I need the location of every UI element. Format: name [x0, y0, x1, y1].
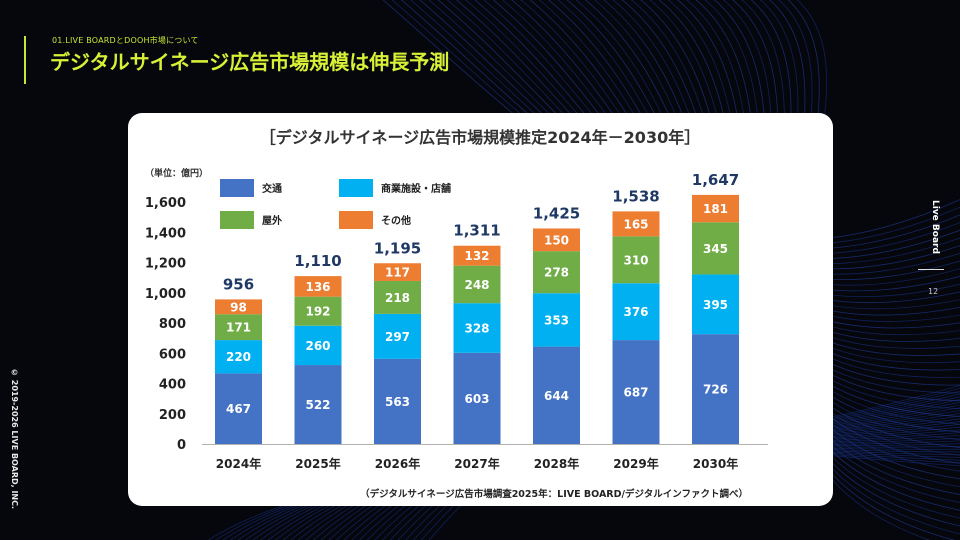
page-number: 12	[928, 287, 939, 296]
title-accent-bar	[24, 36, 26, 84]
bar-segment	[294, 276, 342, 297]
y-tick-label: 1,600	[145, 196, 186, 211]
section-subtitle: 01.LIVE BOARDとDOOH市場について	[52, 36, 199, 45]
y-tick-label: 800	[159, 317, 186, 332]
data-label: 603	[464, 392, 489, 406]
total-label: 1,538	[612, 187, 659, 205]
legend-swatch	[220, 179, 254, 197]
legend-swatch	[220, 211, 254, 229]
bar-segment	[692, 194, 739, 223]
bar-segment	[453, 303, 501, 353]
data-label: 278	[544, 266, 569, 280]
bar-segment	[294, 365, 342, 444]
data-label: 467	[226, 402, 251, 416]
chart-title: ［デジタルサイネージ広告市場規模推定2024年－2030年］	[260, 128, 700, 147]
data-label: 248	[464, 278, 489, 292]
page-title: デジタルサイネージ広告市場規模は伸長予測	[50, 50, 450, 74]
bar-segment	[533, 293, 580, 347]
y-tick-label: 200	[159, 408, 186, 423]
data-label: 150	[544, 233, 569, 247]
y-tick-label: 400	[159, 378, 186, 393]
data-label: 132	[464, 249, 489, 263]
bar-segment	[294, 296, 342, 326]
y-tick-label: 1,000	[145, 287, 186, 302]
data-label: 328	[464, 321, 489, 335]
x-tick-label: 2028年	[534, 456, 579, 471]
bar-segment	[453, 352, 501, 444]
bar-segment	[215, 314, 262, 341]
y-tick-label: 0	[177, 438, 186, 453]
data-label: 181	[703, 202, 728, 216]
x-tick-label: 2024年	[216, 456, 261, 471]
data-label: 297	[385, 330, 410, 344]
data-label: 376	[623, 305, 648, 319]
total-label: 1,425	[533, 204, 580, 222]
legend-label: 交通	[262, 182, 282, 195]
chart-card: ［デジタルサイネージ広告市場規模推定2024年－2030年］ （単位：億円） 0 20…	[128, 113, 833, 506]
legend-label: 屋外	[262, 214, 282, 227]
data-label: 687	[623, 386, 648, 400]
data-label: 310	[623, 253, 648, 267]
bar-segment	[374, 263, 421, 281]
bar-segment	[453, 245, 501, 266]
data-label: 353	[544, 313, 569, 327]
bar-segment	[533, 228, 580, 252]
x-tick-label: 2030年	[693, 456, 738, 471]
legend-label: その他	[381, 214, 411, 227]
bar-segment	[692, 274, 739, 335]
data-label: 192	[305, 305, 330, 319]
data-label: 220	[226, 350, 251, 364]
brand-divider	[918, 269, 944, 270]
total-label: 1,311	[453, 222, 500, 240]
data-label: 98	[230, 300, 247, 314]
legend-label: 商業施設・店舗	[381, 182, 451, 195]
bar-segment	[374, 280, 421, 314]
data-label: 165	[623, 217, 648, 231]
data-label: 218	[385, 291, 410, 305]
bar-segment	[215, 340, 262, 374]
total-label: 1,110	[294, 252, 341, 270]
data-label: 395	[703, 298, 728, 312]
x-tick-label: 2029年	[613, 456, 658, 471]
y-tick-label: 1,200	[145, 257, 186, 272]
legend-swatch	[339, 211, 373, 229]
bar-segment	[294, 325, 342, 366]
bar-segment	[612, 211, 660, 237]
copyright-notice: © 2019-2026 LIVE BOARD, INC.	[10, 368, 19, 510]
bar-segment	[692, 334, 739, 444]
x-tick-label: 2026年	[375, 456, 420, 471]
bar-segment	[215, 299, 262, 315]
data-label: 726	[703, 383, 728, 397]
bar-segment	[374, 313, 421, 359]
bar-segment	[612, 283, 660, 341]
bar-segment	[215, 373, 262, 444]
bar-segment	[374, 358, 421, 444]
bar-segment	[692, 222, 739, 275]
data-label: 117	[385, 266, 410, 280]
bar-segment	[533, 346, 580, 444]
data-label: 345	[703, 242, 728, 256]
data-label: 563	[385, 395, 410, 409]
unit-label: （単位：億円）	[145, 167, 208, 179]
data-label: 136	[305, 280, 330, 294]
total-label: 1,195	[374, 239, 421, 257]
bar-segment	[612, 236, 660, 284]
bar-segment	[612, 340, 660, 444]
data-label: 644	[544, 389, 569, 403]
data-label: 171	[226, 321, 251, 335]
legend-swatch	[339, 179, 373, 197]
y-tick-label: 600	[159, 347, 186, 362]
brand-label: Live Board	[930, 200, 940, 254]
total-label: 1,647	[692, 171, 739, 189]
y-tick-label: 1,400	[145, 226, 186, 241]
total-label: 956	[223, 275, 254, 293]
data-label: 260	[305, 339, 330, 353]
stacked-bar-chart: ［デジタルサイネージ広告市場規模推定2024年－2030年］ （単位：億円） 0 20…	[145, 128, 768, 500]
bar-segment	[453, 265, 501, 304]
x-tick-label: 2027年	[454, 456, 499, 471]
x-tick-label: 2025年	[295, 456, 340, 471]
bar-segment	[533, 251, 580, 294]
source-note: （デジタルサイネージ広告市場調査2025年：LIVE BOARD/デジタルインフ…	[360, 488, 748, 500]
data-label: 522	[305, 398, 330, 412]
